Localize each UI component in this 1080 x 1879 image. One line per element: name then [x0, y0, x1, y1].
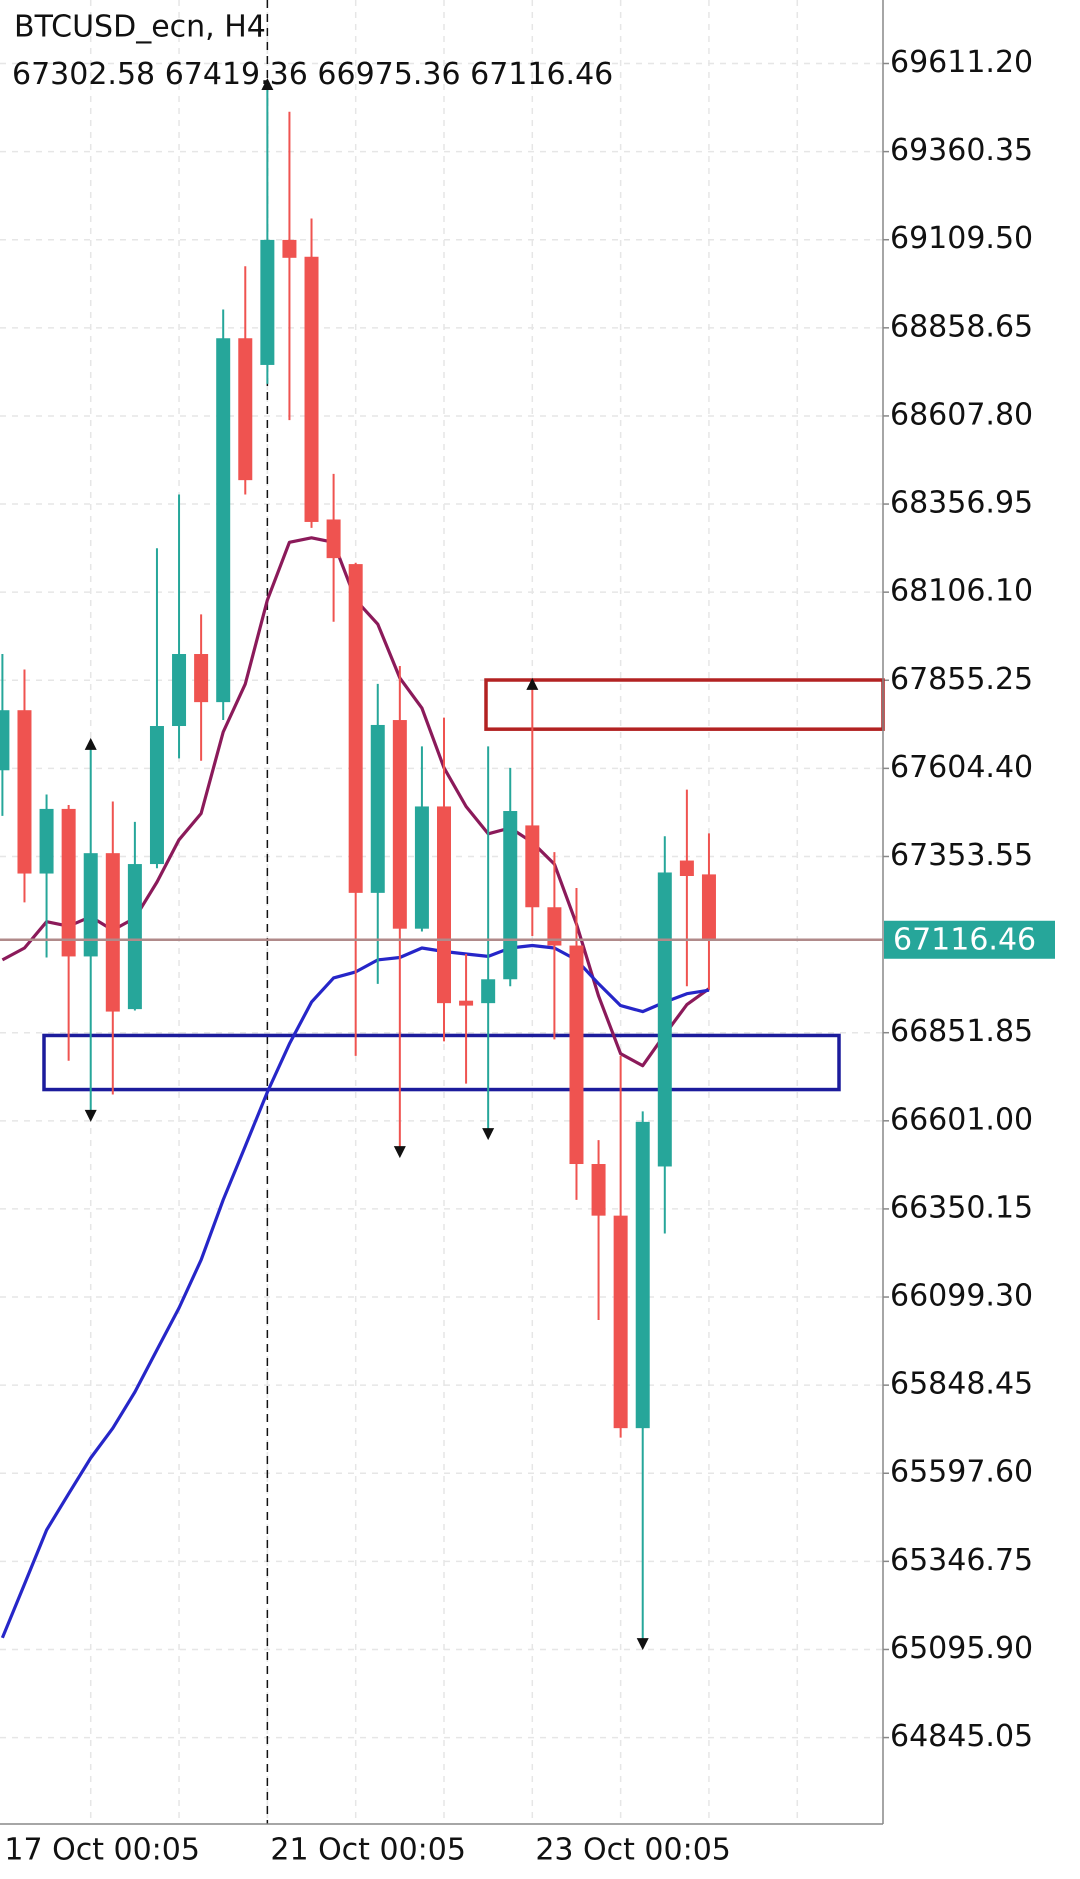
- y-tick-label: 65346.75: [890, 1543, 1033, 1578]
- candle-body: [679, 860, 694, 876]
- ohlc-close: 67116.46: [470, 57, 613, 92]
- candle-body: [304, 256, 319, 522]
- fractal-down: [636, 1638, 649, 1651]
- grid: 69611.20 69360.35 69109.50 68858.65 68607.80…: [0, 0, 1033, 1824]
- y-tick-label: 69109.50: [890, 221, 1033, 256]
- candle-body: [282, 239, 297, 258]
- plot: [0, 0, 885, 1824]
- candle-body: [657, 872, 672, 1167]
- candle-body: [348, 564, 363, 893]
- zone: [42, 1033, 841, 1092]
- y-tick-label: 67604.40: [890, 750, 1033, 785]
- fractal-up: [261, 77, 274, 90]
- candle-body: [481, 979, 496, 1004]
- candle-body: [569, 945, 584, 1165]
- candle-body: [83, 853, 98, 957]
- candle-body: [591, 1164, 606, 1216]
- candle-body: [172, 654, 187, 727]
- candle-body: [17, 710, 32, 874]
- candle-body: [459, 1000, 474, 1006]
- candle-body: [547, 907, 562, 946]
- y-tick-label: 68356.95: [890, 486, 1033, 521]
- candle-body: [194, 654, 209, 703]
- candle-body: [326, 519, 341, 559]
- y-tick-label: 66099.30: [890, 1279, 1033, 1314]
- candle-body: [149, 726, 164, 865]
- y-tick-label: 66851.85: [890, 1014, 1033, 1049]
- ohlc-high: 67419.36: [165, 57, 308, 92]
- candle-body: [503, 811, 518, 980]
- candle-body: [105, 853, 120, 1012]
- y-tick-label: 69611.20: [890, 45, 1033, 80]
- y-tick-label: 68607.80: [890, 397, 1033, 432]
- fractal-up: [84, 737, 97, 750]
- candle-body: [61, 808, 76, 957]
- fractal-down: [84, 1109, 97, 1122]
- y-tick-label: 69360.35: [890, 133, 1033, 168]
- candle-body: [238, 338, 253, 481]
- candle-body: [392, 720, 407, 929]
- fractal-down: [393, 1146, 406, 1159]
- candle-body: [127, 864, 142, 1010]
- y-tick-label: 67353.55: [890, 838, 1033, 873]
- y-tick-label: 66601.00: [890, 1102, 1033, 1137]
- x-tick-label: 17 Oct 00:05: [4, 1833, 200, 1868]
- x-tick-label: 21 Oct 00:05: [270, 1833, 466, 1868]
- zone: [484, 678, 885, 731]
- y-tick-label: 67855.25: [890, 662, 1033, 697]
- ohlc-low: 66975.36: [317, 57, 460, 92]
- y-tick-label: 64845.05: [890, 1719, 1033, 1754]
- fractal-down: [482, 1128, 495, 1141]
- candle-body: [701, 874, 716, 940]
- y-tick-label: 66350.15: [890, 1190, 1033, 1225]
- last-price-box: [884, 920, 1055, 959]
- ohlc-readout: 67302.58 67419.36 66975.36 67116.46: [12, 57, 613, 92]
- ohlc-open: 67302.58: [12, 57, 155, 92]
- candle-body: [370, 724, 385, 893]
- candle-body: [39, 808, 54, 874]
- fractal-up: [526, 677, 539, 690]
- candle-body: [437, 806, 451, 1004]
- candle-body: [635, 1121, 650, 1429]
- candle-body: [216, 338, 231, 703]
- last-price-label: 67116.46: [893, 922, 1036, 957]
- y-tick-label: 68106.10: [890, 574, 1033, 609]
- candle-body: [414, 806, 429, 929]
- candle-body: [613, 1215, 628, 1429]
- x-tick-label: 23 Oct 00:05: [535, 1833, 731, 1868]
- y-tick-label: 65597.60: [890, 1455, 1033, 1490]
- candle-body: [260, 239, 275, 365]
- chart-title: BTCUSD_ecn, H4: [14, 10, 266, 45]
- candle-body: [0, 710, 10, 771]
- y-tick-label: 65848.45: [890, 1367, 1033, 1402]
- y-tick-label: 65095.90: [890, 1631, 1033, 1666]
- y-tick-label: 68858.65: [890, 309, 1033, 344]
- candle-body: [525, 825, 540, 908]
